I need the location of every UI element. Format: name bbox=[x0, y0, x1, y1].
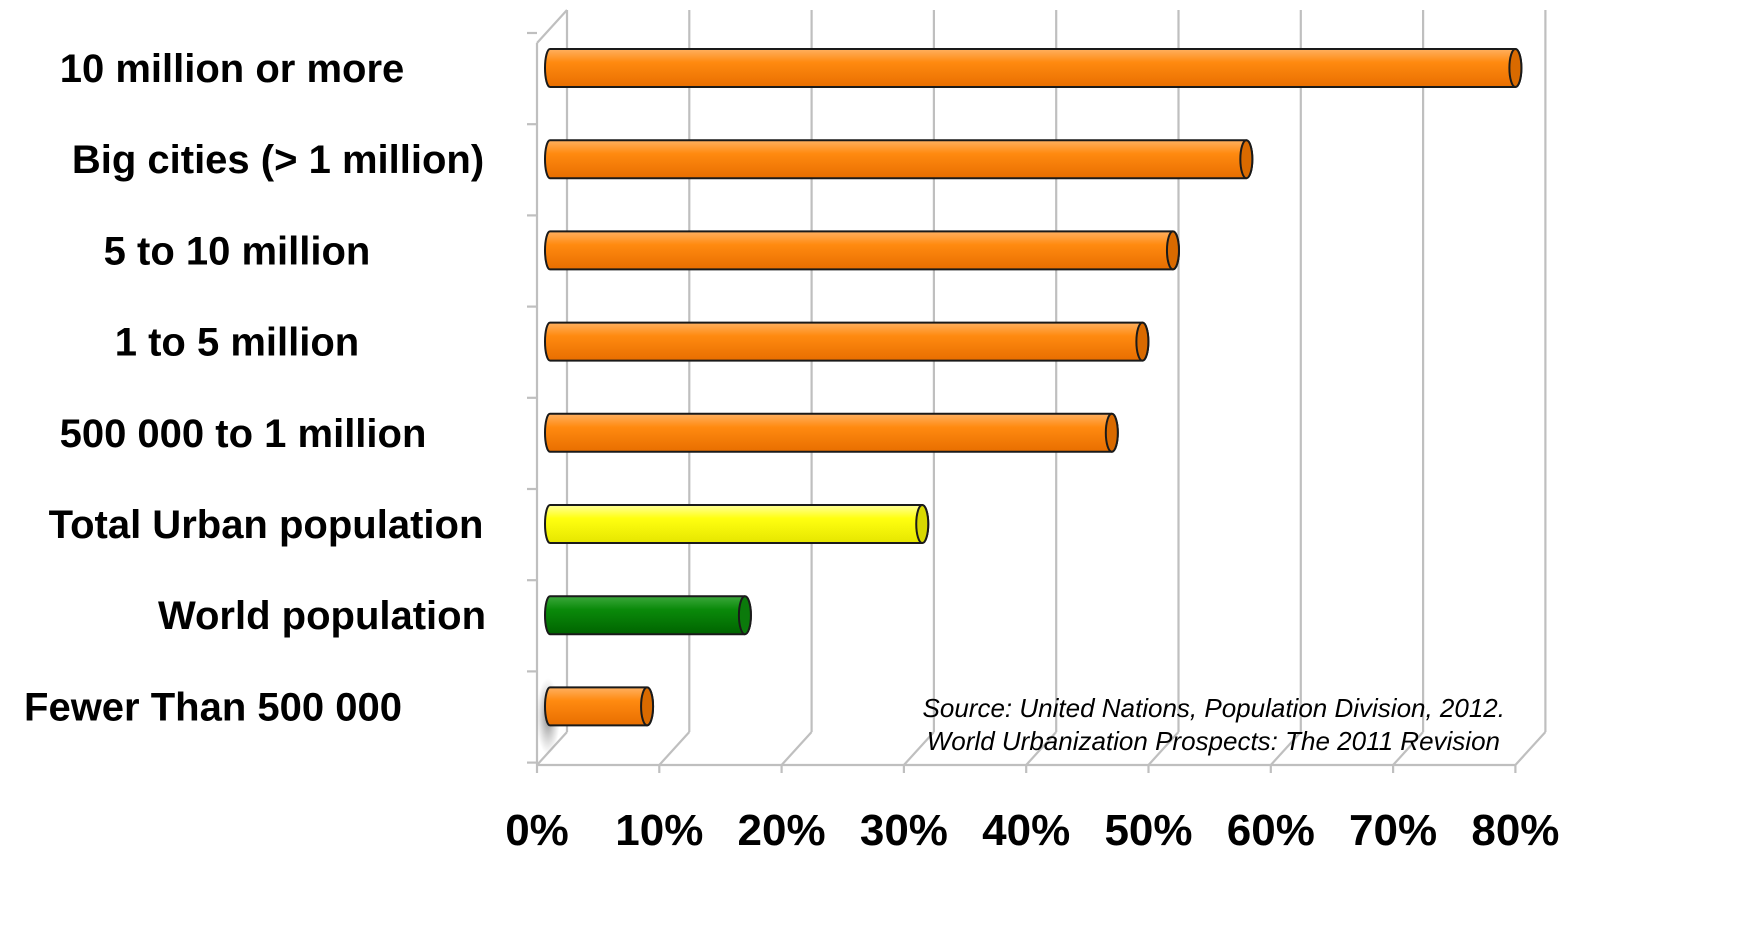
floor-gridline bbox=[1269, 731, 1302, 766]
category-label: 500 000 to 1 million bbox=[60, 412, 427, 456]
bar bbox=[544, 412, 1119, 453]
source-annotation: Source: United Nations, Population Divis… bbox=[923, 693, 1505, 756]
bar-end-cap bbox=[640, 686, 655, 727]
source-line-2: World Urbanization Prospects: The 2011 R… bbox=[927, 726, 1500, 756]
bar bbox=[544, 139, 1254, 180]
x-tick-label: 0% bbox=[505, 806, 569, 855]
bar bbox=[544, 230, 1180, 271]
bar-end-cap bbox=[1239, 139, 1254, 180]
x-tick-label: 50% bbox=[1104, 806, 1192, 855]
x-tick-label: 20% bbox=[738, 806, 826, 855]
floor-gridline bbox=[1147, 731, 1180, 766]
x-tick-label: 10% bbox=[615, 806, 703, 855]
floor-gridline bbox=[1392, 731, 1424, 766]
x-tick-label: 70% bbox=[1349, 806, 1437, 855]
bar-end-cap bbox=[737, 595, 752, 636]
axis-corner-line bbox=[536, 9, 568, 44]
bar-end-cap bbox=[915, 504, 930, 544]
floor-gridline bbox=[1025, 731, 1058, 766]
category-label: 1 to 5 million bbox=[115, 321, 359, 365]
source-line-1: Source: United Nations, Population Divis… bbox=[923, 693, 1505, 723]
category-label: Big cities (> 1 million) bbox=[72, 138, 484, 182]
bar-end-cap bbox=[1165, 230, 1180, 271]
category-label: Total Urban population bbox=[49, 503, 484, 547]
bar bbox=[544, 48, 1523, 88]
category-labels: 10 million or more Big cities (> 1 millio… bbox=[24, 47, 486, 729]
floor-gridline bbox=[780, 731, 813, 766]
x-tick-label: 60% bbox=[1227, 806, 1315, 855]
floor-gridline bbox=[903, 731, 935, 766]
category-label: 5 to 10 million bbox=[104, 229, 371, 273]
bar-end-cap bbox=[1508, 48, 1523, 88]
bar bbox=[544, 321, 1150, 362]
category-label: World population bbox=[158, 594, 486, 638]
floor-gridline bbox=[1514, 731, 1547, 766]
bar-end-cap bbox=[1135, 321, 1150, 362]
category-label: 10 million or more bbox=[60, 47, 405, 91]
x-axis-tick-labels: 0% 10% 20% 30% 40% 50% 60% 70% 80% bbox=[505, 806, 1559, 855]
bar-end-cap bbox=[1104, 412, 1119, 453]
bar bbox=[544, 504, 930, 544]
bar bbox=[544, 686, 655, 727]
category-label: Fewer Than 500 000 bbox=[24, 685, 402, 729]
chart-axes bbox=[527, 9, 1547, 773]
chart-bars bbox=[536, 48, 1523, 755]
x-tick-label: 80% bbox=[1471, 806, 1559, 855]
x-tick-label: 40% bbox=[982, 806, 1070, 855]
bar bbox=[544, 595, 752, 636]
floor-gridline bbox=[658, 731, 691, 766]
x-tick-label: 30% bbox=[860, 806, 948, 855]
